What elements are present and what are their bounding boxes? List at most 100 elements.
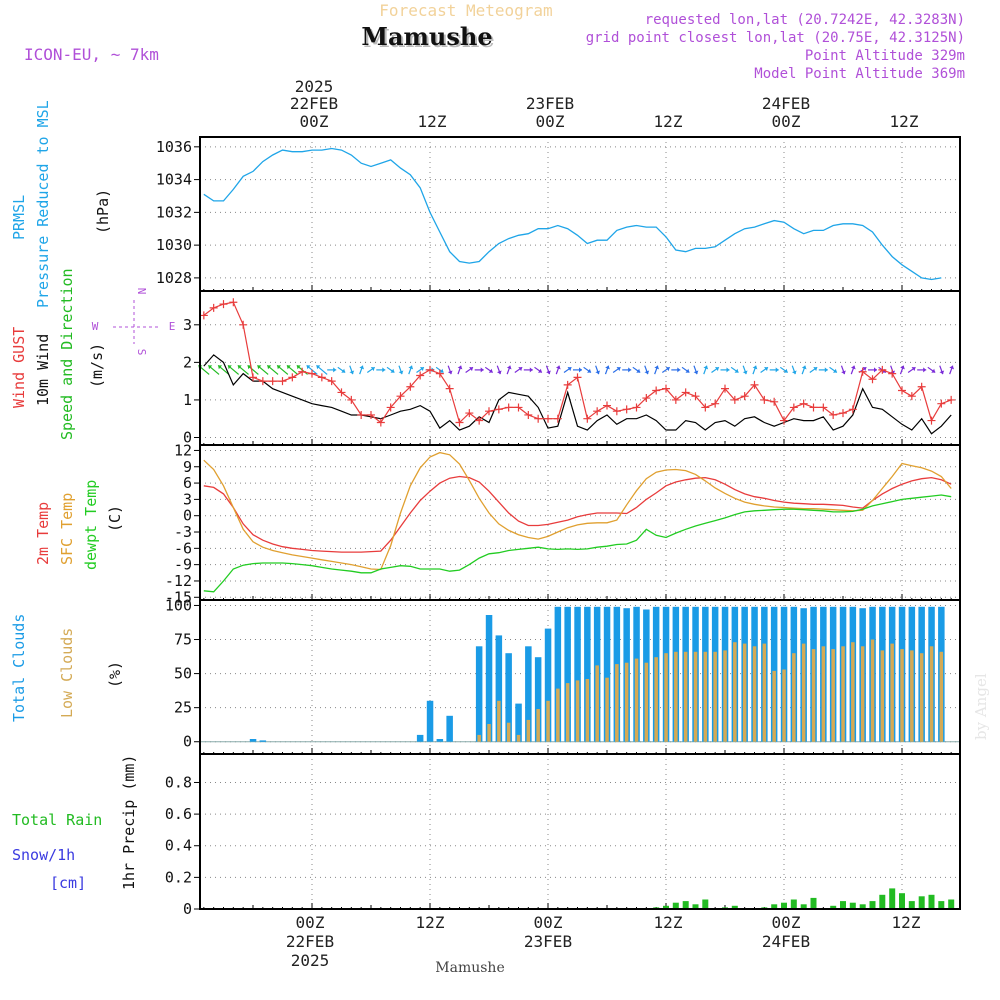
bottom-time-label: 12Z xyxy=(416,913,445,932)
low-cloud-bar xyxy=(772,670,776,742)
rain-bar xyxy=(692,904,699,909)
wind-direction-arrow xyxy=(484,366,494,373)
wind-gust-marker xyxy=(809,403,818,412)
wind-gust-marker xyxy=(917,382,926,391)
wind-arrow-head xyxy=(277,365,282,370)
bottom-time-label: 12Z xyxy=(654,913,683,932)
total-cloud-bar xyxy=(259,740,267,742)
pressure-labels: PRMSL Pressure Reduced to MSL (hPa) xyxy=(10,100,112,308)
wind-gust-marker xyxy=(888,369,897,378)
wind-arrow-head xyxy=(382,367,386,373)
wind-gust-marker xyxy=(632,403,641,412)
wind-gust-marker xyxy=(347,395,356,404)
top-date-label: 23FEB xyxy=(526,94,574,113)
y-tick-label: 0.4 xyxy=(165,837,192,855)
wind-arrow-head xyxy=(518,366,523,372)
wind-direction-arrow xyxy=(523,367,533,373)
wind-direction-arrow xyxy=(563,366,572,373)
wind-direction-arrow xyxy=(927,366,936,373)
wind-gust-marker xyxy=(386,403,395,412)
y-tick-label: 1034 xyxy=(156,171,192,189)
location-title: Mamushe xyxy=(361,22,492,51)
wind-direction-arrow xyxy=(465,366,474,373)
wind-direction-arrow xyxy=(671,367,681,373)
wind-arrow-head xyxy=(237,365,242,370)
rain-bar xyxy=(672,902,679,909)
low-cloud-bar xyxy=(929,646,934,742)
wind-direction-arrow xyxy=(506,365,512,375)
snow-label: Snow/1h xyxy=(12,846,75,864)
total-cloud-bar xyxy=(416,734,424,742)
wind-gust-marker xyxy=(780,416,788,425)
low-cloud-bar xyxy=(919,653,924,742)
rain-bar xyxy=(840,901,846,909)
wind-direction-arrow xyxy=(316,364,328,375)
wind-direction-arrow xyxy=(237,364,249,375)
wind-arrow-head xyxy=(439,368,444,373)
grid-point-coords: grid point closest lon,lat (20.75E, 42.3… xyxy=(586,30,965,46)
total-cloud-bar xyxy=(564,606,571,742)
wind-arrow-head xyxy=(783,368,788,373)
wind-gust-marker xyxy=(730,395,739,404)
wind-direction-arrow xyxy=(447,365,453,375)
wind-direction-arrow xyxy=(711,366,720,373)
wind-gust-marker xyxy=(799,399,808,408)
low-cloud-bar xyxy=(880,650,885,742)
rain-bar xyxy=(771,904,778,909)
wind-gust-marker xyxy=(317,373,326,382)
wind-direction-arrow xyxy=(829,366,838,373)
wind-direction-arrow xyxy=(595,365,601,375)
wind-gust-marker xyxy=(357,410,366,419)
model-label: ICON-EU, ~ 7km xyxy=(24,45,159,64)
wind-direction-arrow xyxy=(474,367,484,373)
low-cloud-bar xyxy=(900,649,904,742)
total-cloud-bar xyxy=(515,703,522,742)
wind-direction-arrow xyxy=(545,365,551,375)
wind-gust-marker xyxy=(691,392,700,401)
footer-location: Mamushe xyxy=(435,960,504,976)
wind-direction-arrow xyxy=(681,366,690,373)
requested-coords: requested lon,lat (20.7242E, 42.3283N) xyxy=(645,12,965,28)
total-cloud-bar xyxy=(485,615,493,742)
wind-dir-label: Speed and Direction xyxy=(58,268,76,440)
top-date-label: 24FEB xyxy=(762,94,810,113)
low-cloud-bar xyxy=(890,643,894,742)
wind-direction-arrow xyxy=(917,367,927,373)
wind-direction-arrow xyxy=(801,365,807,375)
low-cloud-bar xyxy=(575,680,580,742)
wind-arrow-head xyxy=(398,370,404,375)
low-cloud-bar xyxy=(939,651,944,742)
wind-arrow-head xyxy=(341,368,346,373)
wind-gust-marker xyxy=(603,401,611,410)
y-tick-label: 3 xyxy=(183,490,192,508)
wind-direction-arrow xyxy=(730,366,739,373)
wind-gust-marker xyxy=(524,410,533,419)
total-cloud-bar xyxy=(446,715,453,742)
low-cloud-bar xyxy=(910,650,914,742)
y-tick-label: 100 xyxy=(165,596,192,614)
bottom-time-axis: 00Z 22FEB 2025 12Z 00Z 23FEB 12Z 00Z 24F… xyxy=(286,913,921,970)
wind-arrow-head xyxy=(931,368,936,373)
total-cloud-bar xyxy=(505,653,512,742)
low-cloud-bar xyxy=(624,662,629,742)
wind-direction-arrow xyxy=(693,365,699,375)
bottom-time-label: 00Z xyxy=(534,913,563,932)
wind-gust-marker xyxy=(593,407,602,416)
wind-gust-marker xyxy=(219,300,228,309)
wind-arrow-head xyxy=(813,366,818,372)
wind-arrow-head xyxy=(488,368,493,373)
rain-bar xyxy=(899,893,905,909)
wind-arrow-head xyxy=(227,365,232,370)
wind-direction-arrow xyxy=(632,366,641,373)
wind-gust-marker xyxy=(239,320,248,329)
wind-gust-marker xyxy=(681,388,690,397)
low-cloud-bar xyxy=(683,651,688,742)
wind-gust-marker xyxy=(622,405,631,414)
low-cloud-bar xyxy=(860,646,865,742)
credit-watermark: by Angel xyxy=(972,673,990,740)
low-cloud-bar xyxy=(674,651,678,742)
wind-gust-marker xyxy=(878,365,887,374)
wind-gust-marker xyxy=(829,410,838,419)
